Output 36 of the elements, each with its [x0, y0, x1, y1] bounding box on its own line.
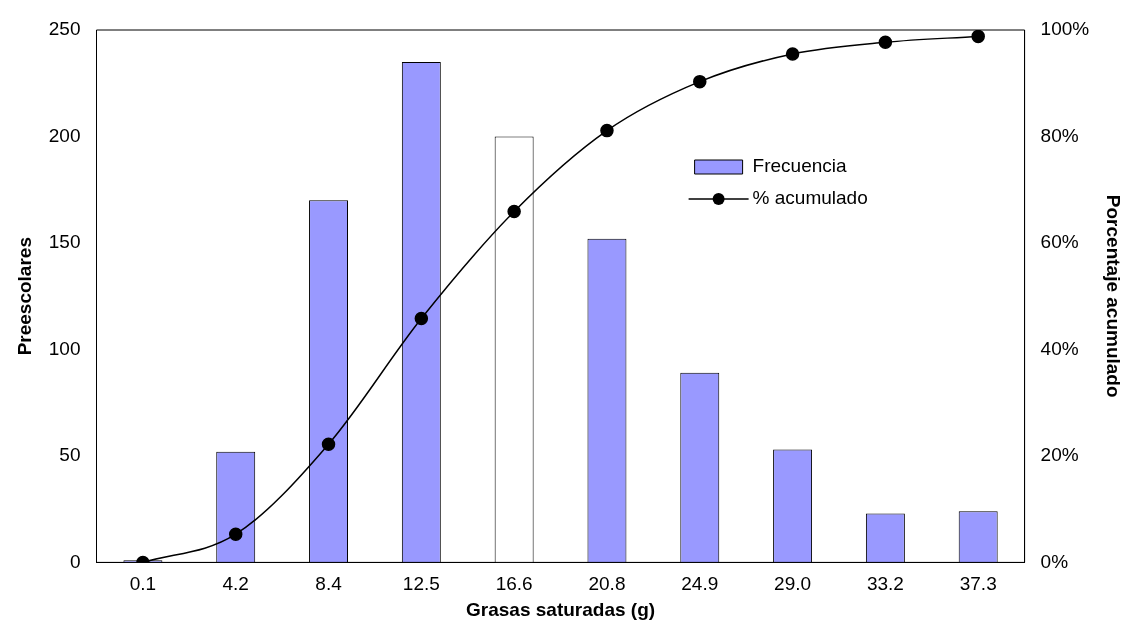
x-tick-label: 0.1	[129, 573, 157, 595]
x-tick-label: 29.0	[774, 573, 812, 595]
point	[693, 74, 707, 89]
x-tick-label: 16.6	[495, 573, 533, 595]
y2-tick-label: 20%	[1040, 444, 1079, 466]
y2-tick-label: 40%	[1040, 337, 1079, 359]
y-tick-label: 50	[59, 444, 81, 466]
y2-tick-label: 0%	[1040, 550, 1069, 572]
point	[878, 35, 893, 49]
y2-tick-label: 80%	[1040, 124, 1079, 146]
legend-label: % acumulado	[752, 187, 868, 209]
point	[321, 437, 336, 451]
x-tick-label: 24.9	[681, 573, 719, 595]
y-tick-label: 250	[48, 18, 81, 40]
point	[507, 204, 521, 219]
y-tick-label: 100	[48, 337, 81, 359]
x-tick-label: 20.8	[588, 573, 626, 595]
legend-label: Frecuencia	[752, 155, 848, 177]
x-tick-label: 12.5	[402, 573, 440, 595]
point	[414, 311, 429, 326]
point	[600, 123, 614, 138]
point	[228, 527, 243, 541]
y-tick-label: 0	[69, 550, 81, 572]
point	[971, 30, 985, 44]
x-tick-label: 37.3	[959, 573, 997, 595]
x-axis-title: Grasas saturadas (g)	[466, 598, 656, 620]
y2-axis-title: Porcentaje acumulado	[1103, 194, 1125, 398]
y-tick-label: 200	[48, 124, 81, 146]
y2-tick-label: 100%	[1040, 18, 1090, 40]
x-tick-label: 33.2	[866, 573, 904, 595]
y-tick-label: 150	[48, 231, 81, 253]
x-tick-label: 4.2	[222, 573, 249, 595]
y2-tick-label: 60%	[1040, 231, 1079, 253]
x-tick-label: 8.4	[315, 573, 343, 595]
point	[785, 47, 800, 61]
y-axis-title: Preescolares	[13, 237, 35, 356]
